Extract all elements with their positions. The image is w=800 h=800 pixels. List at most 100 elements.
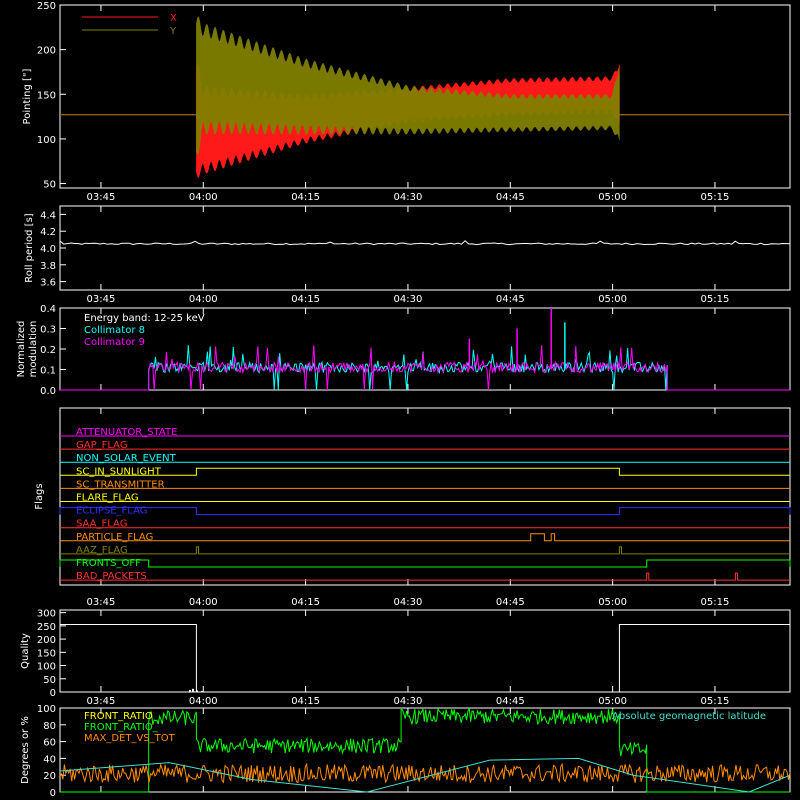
flag-label: SC_IN_SUNLIGHT (76, 466, 162, 477)
y-tick-label: 0.3 (40, 325, 56, 336)
x-tick-label: 04:00 (189, 294, 218, 305)
y-tick-label: 4.2 (40, 227, 56, 238)
legend-label: X (170, 13, 177, 24)
y-tick-label: 50 (43, 675, 56, 686)
y-tick-label: 100 (37, 704, 56, 715)
y-tick-label: 0.2 (40, 345, 56, 356)
latitude-label: Absolute geomagnetic latitude (612, 711, 766, 722)
y-tick-label: 200 (37, 46, 56, 57)
modulation-series-collimator-9 (60, 345, 790, 391)
y-tick-label: 4.0 (40, 244, 56, 255)
flag-label: ATTENUATOR_STATE (76, 427, 177, 438)
y-axis-label: Quality (20, 633, 31, 669)
x-tick-label: 05:15 (701, 597, 730, 608)
panel-frame-1 (59, 205, 791, 291)
x-tick-label: 04:15 (291, 192, 320, 203)
legend-label: Y (169, 26, 177, 37)
quality-line (60, 624, 790, 693)
y-tick-label: 60 (43, 738, 56, 749)
y-tick-label: 300 (37, 609, 56, 620)
x-tick-label: 05:15 (701, 696, 730, 707)
y-tick-label: 4.4 (40, 210, 56, 221)
y-tick-label: 250 (37, 622, 56, 633)
y-axis-label: Degrees or % (20, 716, 31, 784)
flag-label: SAA_FLAG (76, 519, 127, 530)
x-tick-label: 04:30 (394, 696, 423, 707)
x-tick-label: 04:15 (291, 696, 320, 707)
y-tick-label: 150 (37, 90, 56, 101)
legend-label: FRONT_RATIO (84, 711, 153, 722)
pointing-series-Y (196, 16, 620, 156)
x-tick-label: 03:45 (87, 597, 116, 608)
flag-label: ECLIPSE_FLAG (76, 506, 147, 517)
x-tick-label: 05:00 (598, 696, 627, 707)
flag-line-sc-in-sunlight (60, 467, 790, 476)
flag-label: AAZ_FLAG (76, 545, 128, 556)
y-tick-label: 0.4 (40, 304, 56, 315)
x-tick-label: 05:15 (701, 294, 730, 305)
legend-label: Collimator 8 (84, 325, 145, 336)
panel-frame-5 (59, 707, 791, 793)
x-tick-label: 05:15 (701, 192, 730, 203)
x-tick-label: 04:30 (394, 192, 423, 203)
flag-label: GAP_FLAG (76, 440, 128, 451)
y-tick-label: 20 (43, 771, 56, 782)
y-axis-label: Normalized (16, 321, 27, 378)
y-axis-label: Flags (34, 483, 45, 509)
x-tick-label: 03:45 (87, 192, 116, 203)
x-tick-label: 03:45 (87, 696, 116, 707)
flag-label: BAD_PACKETS (76, 571, 147, 582)
y-tick-label: 150 (37, 648, 56, 659)
y-tick-label: 100 (37, 135, 56, 146)
x-tick-label: 04:45 (496, 597, 525, 608)
flag-label: PARTICLE_FLAG (76, 532, 153, 543)
x-tick-label: 03:45 (87, 294, 116, 305)
flag-label: FRONTS_OFF (76, 558, 141, 569)
flag-label: NON_SOLAR_EVENT (76, 453, 177, 464)
flag-line-eclipse-flag (59, 507, 791, 516)
y-tick-label: 0 (50, 688, 56, 699)
x-tick-label: 05:00 (598, 192, 627, 203)
flag-line-particle-flag (60, 533, 790, 542)
y-tick-label: 250 (37, 1, 56, 12)
flag-label: FLARE_FLAG (76, 493, 139, 504)
flag-line-fronts-off (59, 559, 791, 568)
y-tick-label: 80 (43, 721, 56, 732)
x-tick-label: 04:30 (394, 597, 423, 608)
x-tick-label: 04:45 (496, 294, 525, 305)
y-tick-label: 100 (37, 662, 56, 673)
flag-label: SC_TRANSMITTER (76, 479, 165, 490)
x-tick-label: 04:00 (189, 192, 218, 203)
x-tick-label: 04:45 (496, 192, 525, 203)
x-tick-label: 04:00 (189, 597, 218, 608)
y-tick-label: 40 (43, 754, 56, 765)
y-tick-label: 0 (50, 788, 56, 799)
flag-line-aaz-flag (60, 546, 790, 555)
y-axis-label: Pointing ["] (22, 68, 33, 124)
modulation-series-collimator-8 (60, 345, 790, 391)
geomagnetic-latitude-series (59, 757, 791, 793)
x-tick-label: 05:00 (598, 294, 627, 305)
legend-label: FRONT_RATIO_ (84, 722, 159, 733)
panel-frame-4 (59, 609, 791, 693)
legend-label: MAX_DET_VS_TOT (84, 733, 176, 744)
y-axis-label: Roll period [s] (24, 213, 35, 282)
x-tick-label: 05:00 (598, 597, 627, 608)
panel-frame-0 (59, 4, 791, 189)
roll-period-line (59, 240, 791, 246)
x-tick-label: 04:15 (291, 597, 320, 608)
x-tick-label: 04:15 (291, 294, 320, 305)
x-tick-label: 04:45 (496, 696, 525, 707)
y-tick-label: 0.1 (40, 366, 56, 377)
x-tick-label: 04:30 (394, 294, 423, 305)
y-tick-label: 3.6 (40, 278, 56, 289)
max-det-series (59, 762, 791, 784)
legend-label: Collimator 9 (84, 337, 145, 348)
energy-band-annotation: Energy band: 12-25 keV (84, 313, 205, 324)
y-tick-label: 3.8 (40, 261, 56, 272)
y-tick-label: 50 (43, 180, 56, 191)
x-tick-label: 04:00 (189, 696, 218, 707)
y-axis-label: modulation (28, 321, 39, 378)
front-ratio-series (60, 707, 790, 793)
